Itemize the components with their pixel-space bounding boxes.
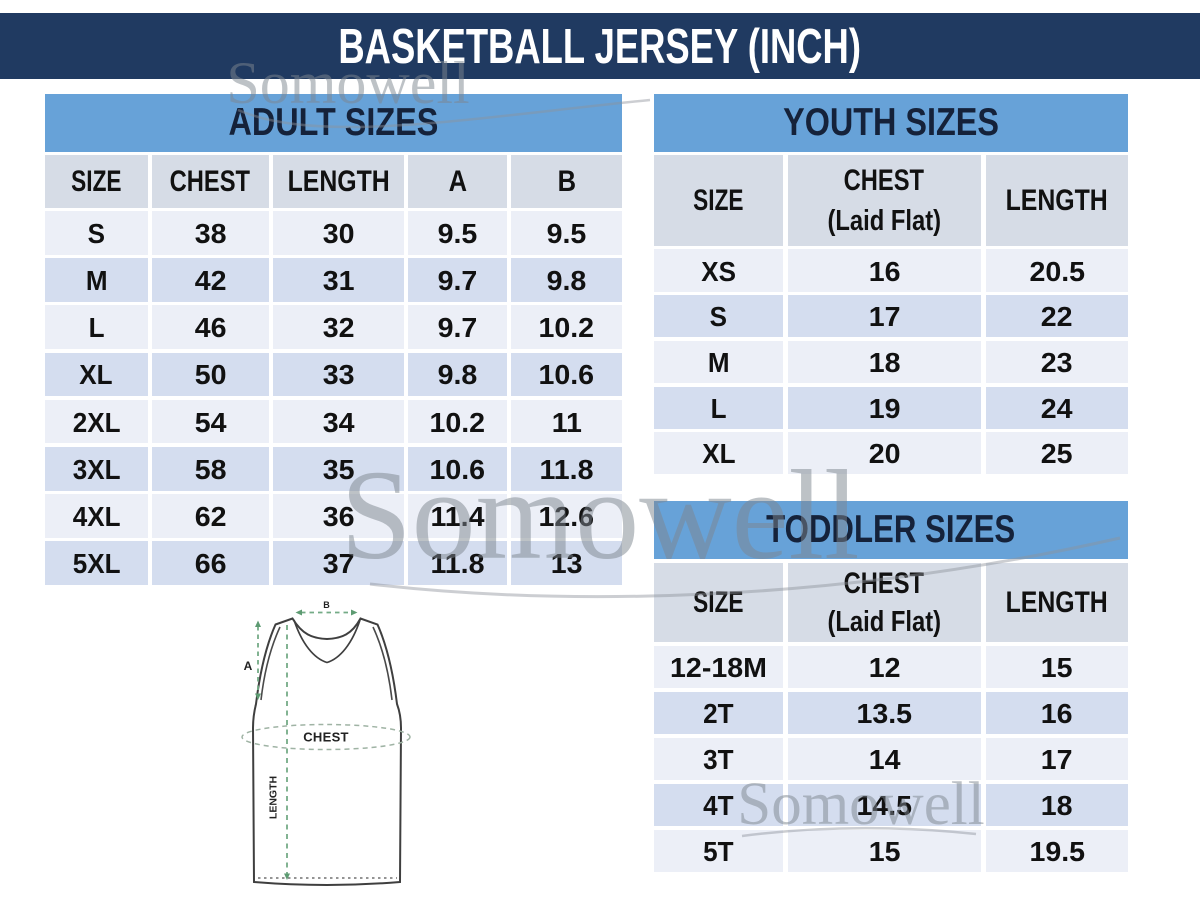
svg-text:Somowell: Somowell — [226, 50, 469, 116]
svg-text:A: A — [244, 659, 253, 673]
svg-text:Somowell: Somowell — [737, 771, 984, 838]
svg-text:LENGTH: LENGTH — [268, 776, 280, 819]
svg-text:B: B — [323, 600, 330, 610]
svg-text:Somowell: Somowell — [340, 444, 859, 586]
svg-text:CHEST: CHEST — [303, 730, 349, 745]
